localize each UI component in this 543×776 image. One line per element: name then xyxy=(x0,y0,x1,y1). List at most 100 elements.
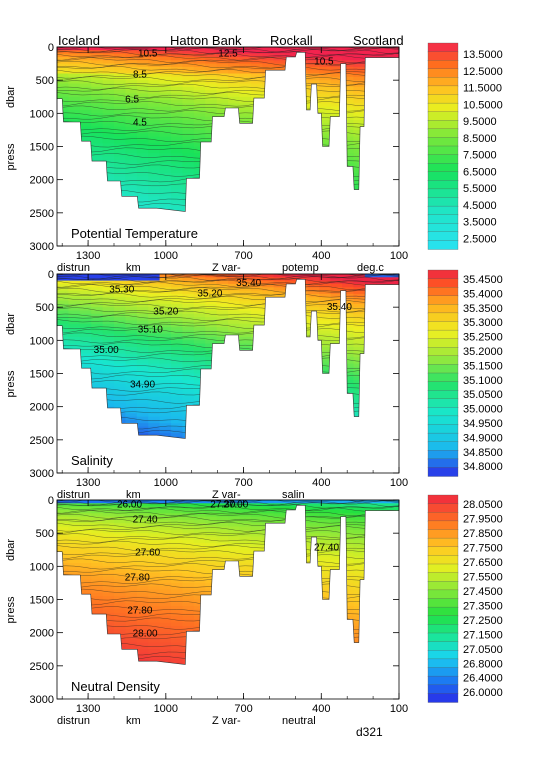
colorbar-label: 27.6500 xyxy=(463,557,503,569)
colorbar-segment xyxy=(427,77,459,87)
x-axis-label: Z var- xyxy=(212,489,241,501)
contour-label: 27.30 xyxy=(210,499,235,510)
colorbar-segment xyxy=(427,180,459,190)
y-axis-label: press xyxy=(5,143,17,170)
y-tick-label: 1000 xyxy=(30,561,54,573)
contour-label: 12.5 xyxy=(218,48,238,59)
colorbar-label: 26.4000 xyxy=(463,673,503,685)
contour-label: 35.40 xyxy=(236,278,261,289)
x-tick-label: 700 xyxy=(234,477,252,489)
colorbar-segment xyxy=(427,42,459,53)
colorbar-label: 26.8000 xyxy=(463,658,503,670)
colorbar-segment xyxy=(427,51,459,61)
contour-field-3 xyxy=(57,500,399,665)
x-tick-label: 100 xyxy=(390,250,408,262)
x-tick-label: 1000 xyxy=(154,477,178,489)
contour-label: 35.20 xyxy=(197,289,222,300)
colorbar-segment xyxy=(427,85,459,96)
contour-label: 35.10 xyxy=(138,324,163,335)
colorbar-label: 35.2000 xyxy=(463,346,503,358)
x-tick-label: 700 xyxy=(234,250,252,262)
colorbar-segment xyxy=(427,641,459,651)
y-tick-label: 3000 xyxy=(30,241,54,253)
colorbar-label: 27.7500 xyxy=(463,543,503,555)
colorbar-label: 34.8500 xyxy=(463,447,503,459)
colorbar-label: 35.4000 xyxy=(463,288,503,300)
contour-label: 27.80 xyxy=(127,606,152,617)
x-tick-label: 1300 xyxy=(76,703,100,715)
colorbar-segment xyxy=(427,658,459,669)
colorbar-label: 34.9500 xyxy=(463,418,503,430)
colorbar-segment xyxy=(427,503,459,513)
colorbar-label: 6.5000 xyxy=(463,166,497,178)
colorbar-label: 5.5000 xyxy=(463,183,497,195)
x-axis-label: distrun xyxy=(57,489,90,501)
contour-label: 6.5 xyxy=(125,95,139,106)
colorbar-segment xyxy=(427,347,459,357)
contour-label: 35.30 xyxy=(109,285,134,296)
location-label-rockall: Rockall xyxy=(270,33,313,48)
location-labels: Iceland Hatton Bank Rockall Scotland xyxy=(58,33,404,48)
colorbar-label: 35.4500 xyxy=(463,274,503,286)
x-tick-label: 400 xyxy=(312,703,330,715)
colorbar-label: 35.0000 xyxy=(463,404,503,416)
y-tick-label: 500 xyxy=(36,75,54,87)
x-tick-label: 1300 xyxy=(76,477,100,489)
colorbar-label: 27.9500 xyxy=(463,514,503,526)
y-tick-label: 1000 xyxy=(30,108,54,120)
y-axis-label: press xyxy=(5,596,17,623)
colorbar-segment xyxy=(427,278,459,288)
colorbar-segment xyxy=(427,398,459,409)
contour-label: 27.40 xyxy=(133,515,158,526)
x-axis-label: Z var- xyxy=(212,715,241,727)
colorbar-label: 26.0000 xyxy=(463,687,503,699)
y-axis-unit: dbar xyxy=(5,86,17,108)
colorbar-segment xyxy=(427,650,459,660)
colorbar-segment xyxy=(427,321,459,331)
location-label-scotland: Scotland xyxy=(353,33,404,48)
colorbar-segment xyxy=(427,312,459,323)
colorbar-label: 27.2500 xyxy=(463,615,503,627)
colorbar-label: 9.5000 xyxy=(463,116,497,128)
colorbar-segment xyxy=(427,287,459,297)
colorbar-segment xyxy=(427,223,459,233)
colorbar-segment xyxy=(427,163,459,173)
x-axis-label: salin xyxy=(282,489,305,501)
y-tick-label: 2000 xyxy=(30,628,54,640)
y-tick-label: 2500 xyxy=(30,661,54,673)
colorbar-segment xyxy=(427,94,459,104)
colorbar-label: 4.5000 xyxy=(463,200,497,212)
colorbar-segment xyxy=(427,214,459,224)
contour-label: 8.5 xyxy=(133,70,147,81)
x-axis-label: km xyxy=(126,262,141,274)
contour-label: 35.20 xyxy=(153,307,178,318)
colorbar-segment xyxy=(427,494,459,505)
colorbar-label: 35.3500 xyxy=(463,303,503,315)
contour-label: 28.00 xyxy=(133,629,158,640)
contour-label: 34.90 xyxy=(130,379,155,390)
x-axis-label: distrun xyxy=(57,715,90,727)
x-axis-label: km xyxy=(126,489,141,501)
colorbar-segment xyxy=(427,606,459,617)
x-tick-label: 1300 xyxy=(76,250,100,262)
colorbar-segment xyxy=(427,441,459,451)
colorbar-segment xyxy=(427,145,459,156)
y-tick-label: 1500 xyxy=(30,142,54,154)
colorbar-segment xyxy=(427,512,459,522)
location-label-hatton-bank: Hatton Bank xyxy=(170,33,242,48)
colorbar-label: 28.0500 xyxy=(463,499,503,511)
colorbar-segment xyxy=(427,589,459,600)
colorbar-segment xyxy=(427,632,459,643)
y-tick-label: 2000 xyxy=(30,402,54,414)
colorbar-label: 2.5000 xyxy=(463,233,497,245)
contour-label: 35.00 xyxy=(94,345,119,356)
colorbar-label: 35.2500 xyxy=(463,332,503,344)
colorbar-label: 12.5000 xyxy=(463,66,503,78)
contour-label: 10.5 xyxy=(138,48,158,59)
colorbar-segment xyxy=(427,60,459,70)
x-axis-label: Z var- xyxy=(212,262,241,274)
colorbar-segment xyxy=(427,102,459,113)
x-tick-label: 1000 xyxy=(154,250,178,262)
section-panel-2: 35.40 35.30 35.20 35.20 35.10 35.00 35.40 34.90… xyxy=(5,269,503,501)
